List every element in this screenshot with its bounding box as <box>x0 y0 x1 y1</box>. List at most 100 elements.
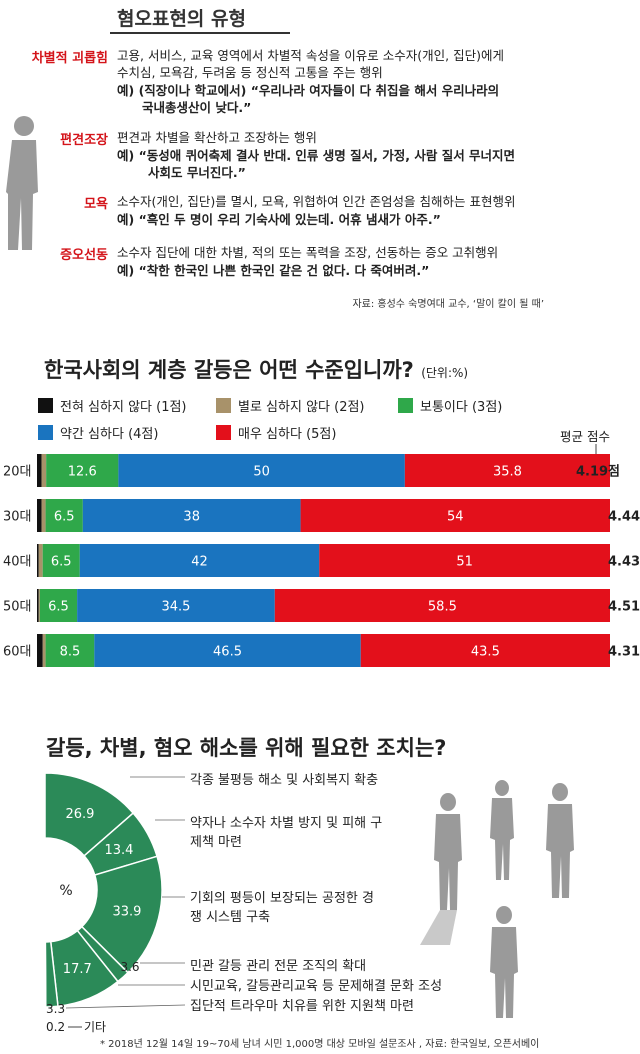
bar-segment <box>300 499 610 532</box>
example-line: 예) “착한 한국인 나쁜 한국인 같은 건 없다. 다 죽여버려.” <box>117 263 430 278</box>
slice-value-label: 13.4 <box>104 843 133 858</box>
definition-line: 고용, 서비스, 교육 영역에서 차별적 속성을 이유로 소수자(개인, 집단)… <box>117 48 504 63</box>
bar-segment <box>45 499 83 532</box>
slice-value-label: 3.3 <box>46 1002 65 1016</box>
bar-segment <box>37 454 42 487</box>
average-score: 4.19점 <box>576 465 620 480</box>
age-group-label: 50대 <box>3 600 32 615</box>
example-line: 예) (직장이나 학교에서) “우리나라 여자들이 다 취집을 해서 우리나라의 <box>117 83 500 98</box>
example-line: 예) “흑인 두 명이 우리 기숙사에 있는데. 어휴 냄새가 아주.” <box>117 212 441 227</box>
term-prejudice: 편견조장 <box>60 133 108 148</box>
term-discriminatory-harassment: 차별적 괴롭힘 <box>31 51 108 66</box>
legend-swatch <box>398 398 413 413</box>
bar-value-label: 6.5 <box>48 600 69 615</box>
bar-value-label: 58.5 <box>428 600 457 615</box>
legend-level1: 전혀 심하지 않다 (1점) <box>38 396 187 415</box>
bar-value-label: 12.6 <box>68 465 97 480</box>
bar-segment <box>274 589 610 622</box>
legend-swatch <box>38 398 53 413</box>
leader-line <box>65 1004 186 1009</box>
legend-label: 전혀 심하지 않다 (1점) <box>60 400 187 415</box>
slice-value-label: 17.7 <box>63 962 92 977</box>
average-score-header: 평균 점수 <box>560 429 610 444</box>
bar-value-label: 54 <box>447 510 464 525</box>
age-group-label: 20대 <box>3 465 32 480</box>
others-label: 기타 <box>84 1020 106 1034</box>
term-insult: 모욕 <box>84 197 108 212</box>
section1-source: 자료: 홍성수 숙명여대 교수, ‘말이 칼이 될 때’ <box>352 299 544 310</box>
bar-value-label: 50 <box>253 465 270 480</box>
bar-segment <box>404 454 610 487</box>
definition-line: 소수자 집단에 대한 차별, 적의 또는 폭력을 조장, 선동하는 증오 고취행… <box>117 245 499 260</box>
definition-line: 수치심, 모욕감, 두려움 등 정신적 고통을 주는 행위 <box>117 65 383 80</box>
section2-title: 한국사회의 계층 갈등은 어떤 수준입니까? (단위:%) <box>44 354 468 384</box>
bar-value-label: 6.5 <box>51 555 72 570</box>
legend-swatch <box>216 425 231 440</box>
example-line: 국내총생산이 낮다.” <box>142 100 252 115</box>
option-label: 기회의 평등이 보장되는 공정한 경쟁 시스템 구축 <box>190 891 374 925</box>
slice-value-label: 26.9 <box>66 807 95 822</box>
bar-segment <box>38 544 43 577</box>
bar-segment <box>319 544 610 577</box>
bar-segment <box>94 634 361 667</box>
bar-segment <box>37 589 39 622</box>
definition-line: 소수자(개인, 집단)를 멸시, 모욕, 위협하여 인간 존엄성을 침해하는 표… <box>117 194 516 209</box>
legend-swatch <box>38 425 53 440</box>
option-label: 민관 갈등 관리 전문 조직의 확대 <box>190 959 367 974</box>
bar-segment <box>42 544 80 577</box>
section3-title: 갈등, 차별, 혐오 해소를 위해 필요한 조치는? <box>46 736 447 760</box>
legend-swatch <box>216 398 231 413</box>
section1-title: 혐오표현의 유형 <box>117 8 246 30</box>
bar-segment <box>38 589 40 622</box>
legend-label: 보통이다 (3점) <box>420 400 503 415</box>
donut-center-label: % <box>59 883 72 899</box>
bar-segment <box>360 634 610 667</box>
bar-segment <box>39 589 78 622</box>
bar-value-label: 6.5 <box>54 510 75 525</box>
average-score: 4.51 <box>608 600 640 615</box>
bar-segment <box>41 454 47 487</box>
bar-segment <box>79 544 320 577</box>
bar-value-label: 42 <box>191 555 208 570</box>
legend-label: 매우 심하다 (5점) <box>238 427 337 442</box>
standing-person-figure <box>6 116 38 250</box>
slice-value-label: 33.9 <box>112 905 141 920</box>
slice-value-label: 3.6 <box>120 960 139 974</box>
bar-value-label: 46.5 <box>213 645 242 660</box>
bar-segment <box>46 454 119 487</box>
example-line: 예) “동성애 퀴어축제 결사 반대. 인류 생명 질서, 가정, 사람 질서 … <box>117 148 516 163</box>
definition-line: 편견과 차별을 확산하고 조장하는 행위 <box>117 130 317 145</box>
bar-segment <box>42 634 46 667</box>
average-score: 4.44 <box>608 510 640 525</box>
section2-unit: (단위:%) <box>421 366 469 380</box>
donut-slice <box>44 941 47 1008</box>
slice-value-label: 0.2 <box>46 1020 65 1034</box>
stacked-bar-chart: 20대 12.6 50 35.8 4.19점 30대 6.5 38 54 4.44 40대 6.5 42… <box>3 454 640 667</box>
bar-value-label: 51 <box>456 555 473 570</box>
legend-label: 별로 심하지 않다 (2점) <box>238 400 365 415</box>
bar-segment <box>77 589 275 622</box>
option-label: 약자나 소수자 차별 방지 및 피해 구제책 마련 <box>190 816 383 850</box>
bar-segment <box>82 499 301 532</box>
bar-value-label: 8.5 <box>60 645 81 660</box>
legend-level5: 매우 심하다 (5점) <box>216 423 336 442</box>
bar-value-label: 34.5 <box>161 600 190 615</box>
half-donut-chart: 26.9 13.4 33.9 17.7 3.6 3.3 0.2 기타% <box>44 772 186 1034</box>
legend-level2: 별로 심하지 않다 (2점) <box>216 396 365 415</box>
section2-title-text: 한국사회의 계층 갈등은 어떤 수준입니까? <box>44 358 414 382</box>
bar-segment <box>37 499 42 532</box>
bar-segment <box>45 634 95 667</box>
average-score: 4.31 <box>608 645 640 660</box>
bar-segment <box>37 544 39 577</box>
people-silhouettes <box>420 780 574 1018</box>
bar-value-label: 35.8 <box>493 465 522 480</box>
bar-value-label: 43.5 <box>471 645 500 660</box>
legend-label: 약간 심하다 (4점) <box>60 427 159 442</box>
age-group-label: 60대 <box>3 645 32 660</box>
option-label: 집단적 트라우마 치유를 위한 지원책 마련 <box>190 999 414 1014</box>
bar-segment <box>118 454 405 487</box>
term-hate-incitement: 증오선동 <box>60 248 108 263</box>
footnote: * 2018년 12월 14일 19~70세 남녀 시민 1,000명 대상 모… <box>100 1039 540 1050</box>
option-label: 각종 불평등 해소 및 사회복지 확충 <box>190 773 379 788</box>
age-group-label: 30대 <box>3 510 32 525</box>
